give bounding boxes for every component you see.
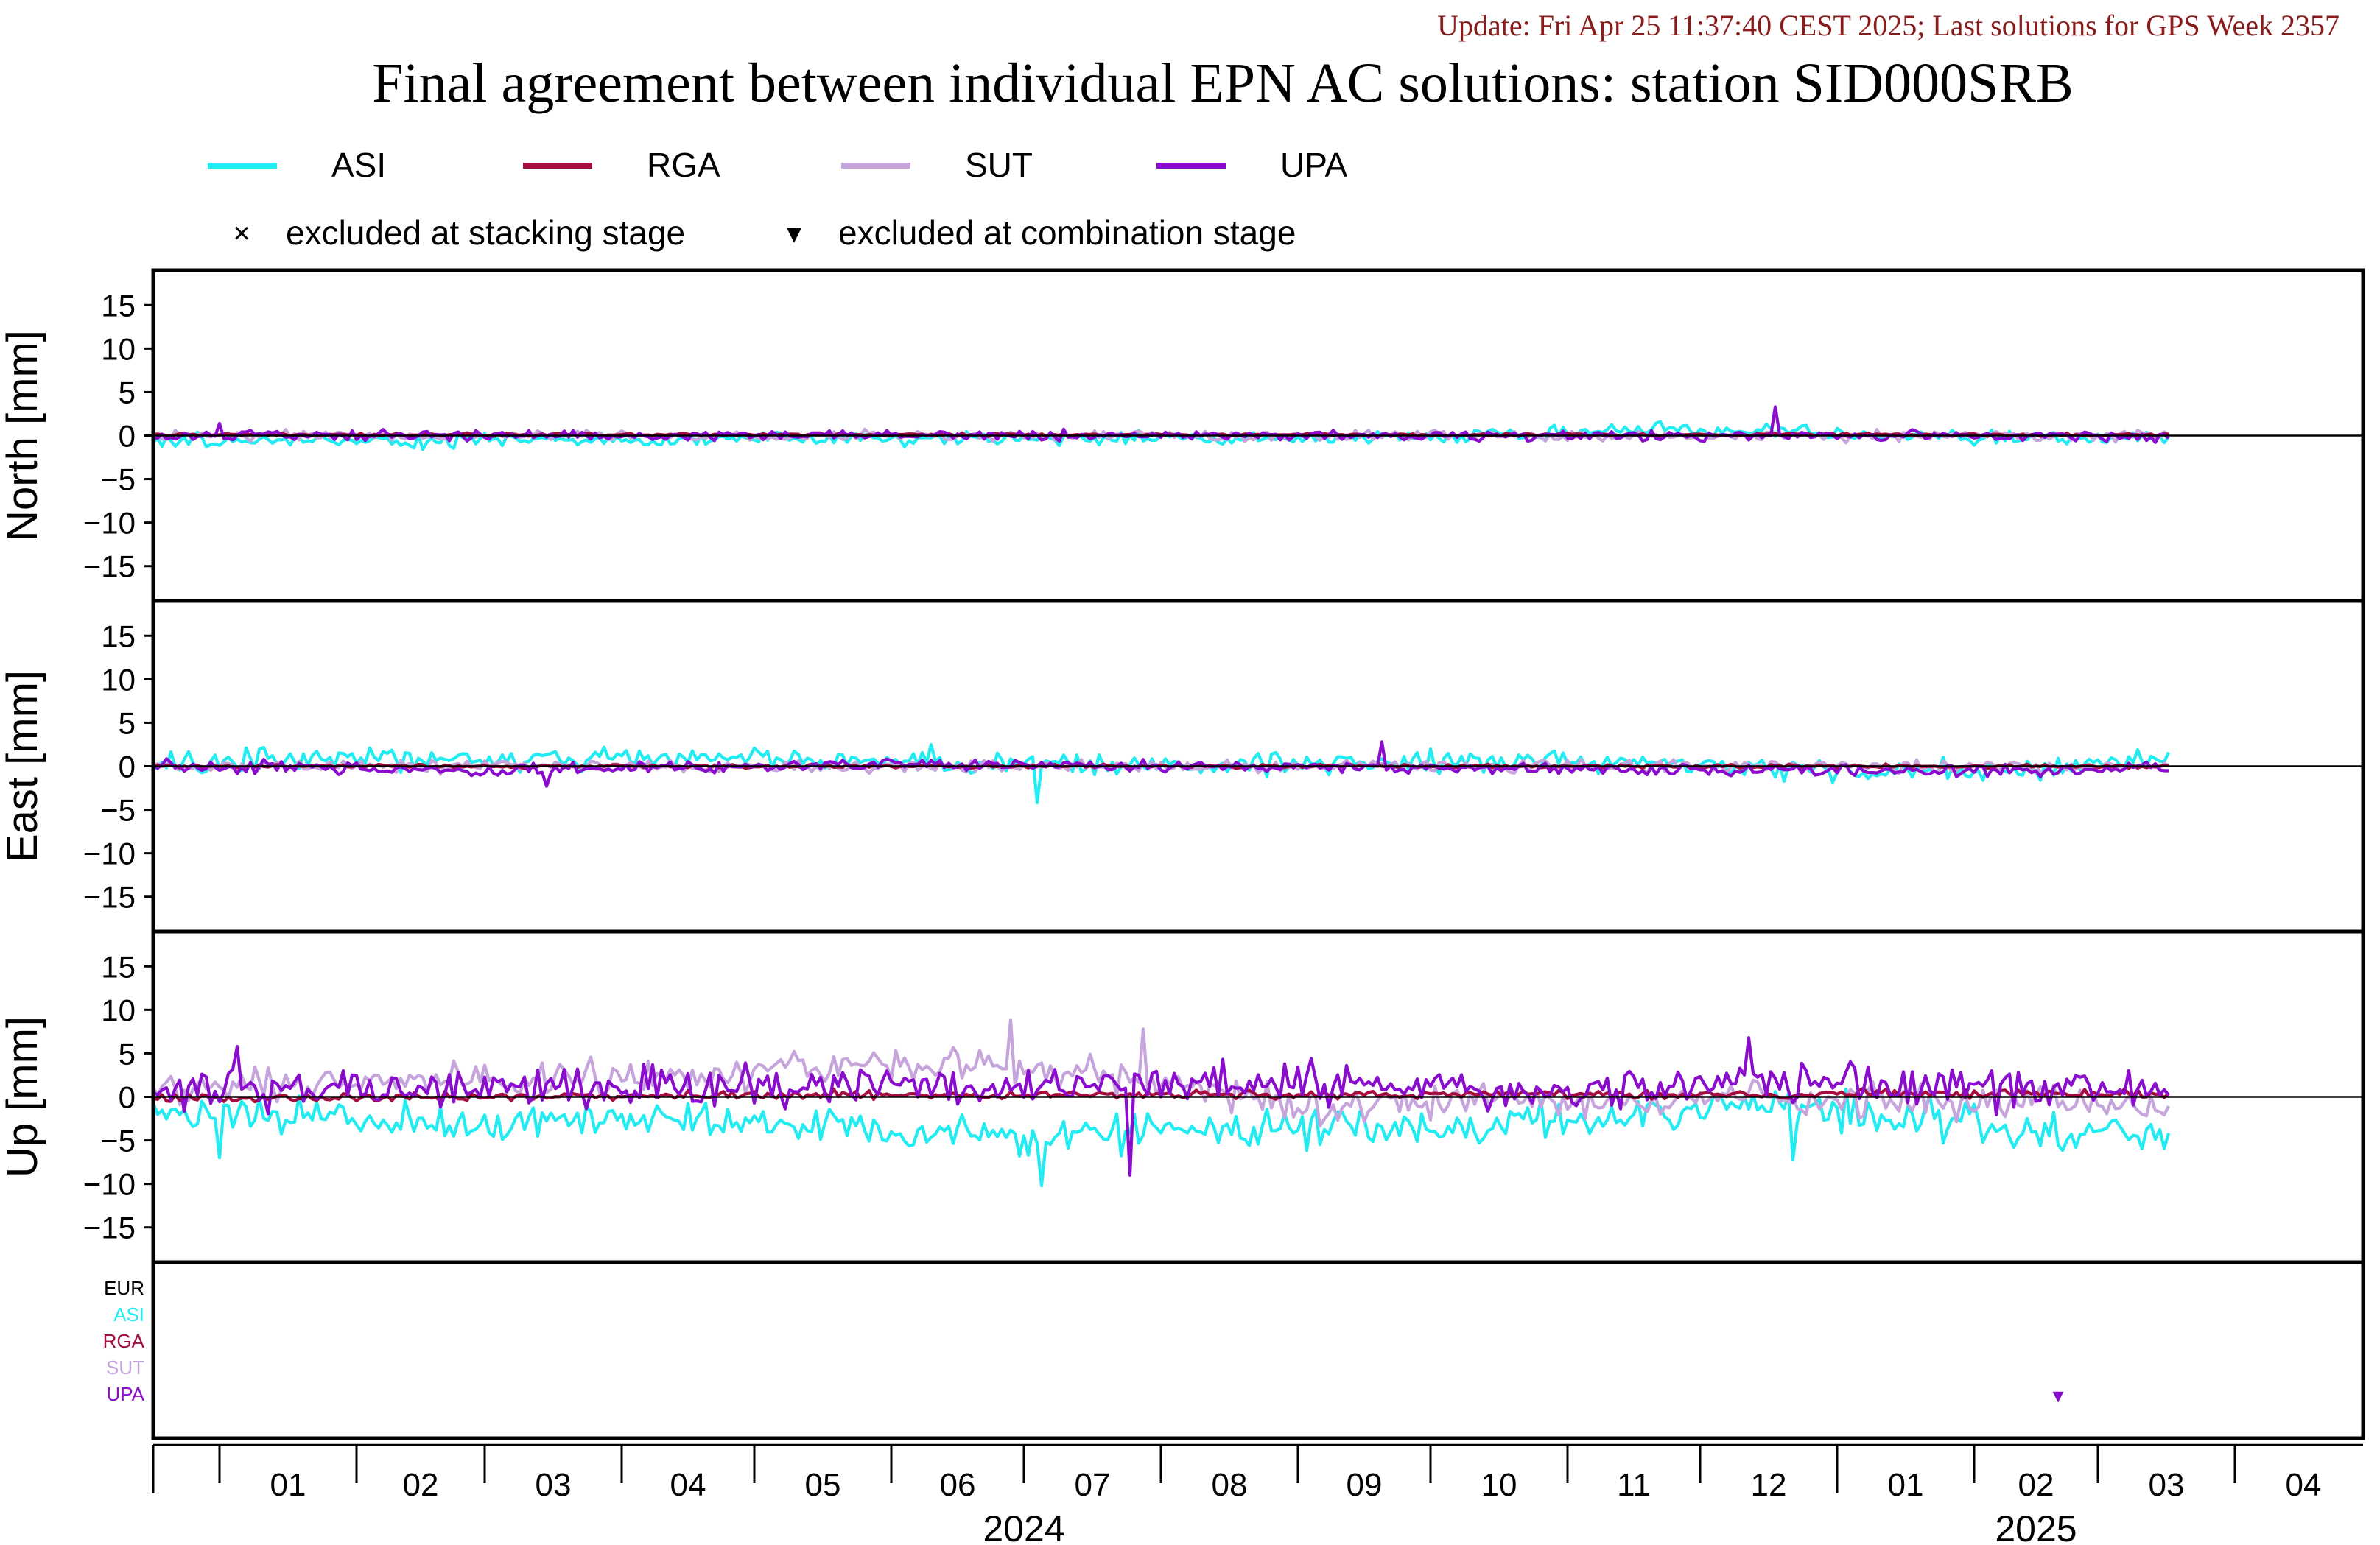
y-tick-label: 15 [101,288,136,323]
y-tick-label: −15 [83,880,136,915]
series-line-asi [153,1087,2171,1188]
y-axis-label: Up [mm] [0,1016,46,1178]
exclusion-marker-upa: ▾ [2052,1384,2063,1408]
x-month-label: 01 [270,1467,306,1503]
y-tick-label: 15 [101,949,136,984]
y-tick-label: 5 [119,375,136,409]
panel-up: 15 10 5 0 −5 −10 −15 Up [mm] [0,929,2365,1264]
x-month-label: 03 [2149,1467,2185,1503]
chart-title: Final agreement between individual EPN A… [372,52,2073,114]
x-month-label: 07 [1075,1467,1111,1503]
y-tick-label: −10 [83,506,136,541]
y-tick-label: −10 [83,1167,136,1202]
y-tick-label: 10 [101,331,136,366]
legend-label-upa: UPA [1280,146,1347,184]
exclusion-row-label-eur: EUR [104,1277,144,1299]
series-line-sut [153,1018,2170,1127]
x-month-label: 04 [670,1467,706,1503]
exclusion-frame [151,1260,2365,1440]
x-month-label: 02 [2018,1467,2054,1503]
y-tick-label: 0 [119,419,136,454]
legend-marker-combination: ▾ excluded at combination stage [787,214,1296,252]
legend-marker-symbol: × [233,217,250,250]
y-tick-label: 5 [119,1036,136,1071]
y-tick-label: −10 [83,837,136,871]
y-tick-label: 10 [101,662,136,697]
x-month-label: 05 [805,1467,841,1503]
x-month-label: 09 [1347,1467,1383,1503]
panels: 15 10 5 0 −5 −10 −15 North [mm] 15 10 5 0 −5 −10 −15 Ea… [0,268,2365,1264]
exclusion-row-label-asi: ASI [113,1303,144,1326]
x-month-label: 02 [403,1467,439,1503]
x-axis: 01 02 03 04 05 06 07 08 09 10 11 12 01 02 03 04 2024 2025 [152,1443,2363,1545]
legend-item-sut: SUT [841,146,1033,184]
y-tick-label: 0 [119,1080,136,1115]
legend-item-rga: RGA [523,146,720,184]
y-tick-label: −15 [83,1211,136,1245]
legend-marker-symbol: ▾ [787,217,801,250]
legend-marker-stacking: × excluded at stacking stage [233,214,685,252]
y-tick-label: −5 [100,1124,136,1158]
y-axis-label: East [mm] [0,670,46,862]
x-year-label: 2024 [983,1508,1064,1545]
x-month-label: 01 [1888,1467,1924,1503]
exclusion-panel: EUR ASI RGA SUT UPA ▾ [103,1260,2365,1440]
exclusion-row-label-sut: SUT [106,1356,144,1379]
legend: ASI RGA SUT UPA × excluded at stacking stage ▾… [208,146,1347,252]
y-axis-label: North [mm] [0,330,46,541]
y-tick-label: 0 [119,750,136,784]
legend-label-sut: SUT [965,146,1033,184]
x-month-label: 03 [536,1467,572,1503]
update-text: Update: Fri Apr 25 11:37:40 CEST 2025; L… [1437,9,2339,42]
x-month-label: 12 [1751,1467,1787,1503]
x-year-label: 2025 [1995,1508,2077,1545]
y-tick-label: 10 [101,993,136,1027]
y-tick-label: −15 [83,549,136,584]
legend-label-asi: ASI [331,146,386,184]
y-tick-label: 5 [119,705,136,740]
x-month-label: 11 [1617,1467,1651,1503]
x-month-label: 10 [1481,1467,1517,1503]
legend-marker-label: excluded at combination stage [838,214,1296,252]
legend-marker-label: excluded at stacking stage [286,214,685,252]
y-tick-label: −5 [100,793,136,828]
legend-label-rga: RGA [647,146,720,184]
legend-item-upa: UPA [1156,146,1347,184]
x-month-label: 04 [2286,1467,2322,1503]
x-month-label: 08 [1212,1467,1248,1503]
y-tick-label: −5 [100,462,136,497]
exclusion-row-label-upa: UPA [106,1383,144,1405]
panel-north: 15 10 5 0 −5 −10 −15 North [mm] [0,268,2365,603]
x-month-label: 06 [940,1467,976,1503]
legend-item-asi: ASI [208,146,386,184]
y-tick-label: 15 [101,619,136,653]
exclusion-row-label-rga: RGA [103,1330,145,1352]
